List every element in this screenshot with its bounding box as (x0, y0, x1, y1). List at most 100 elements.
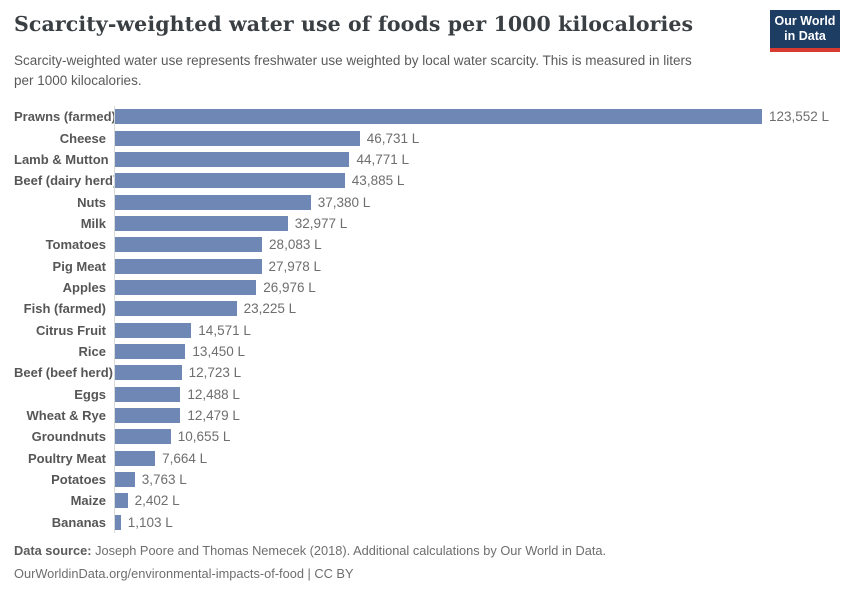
chart-row: Bananas 1,103 L (14, 511, 842, 533)
chart-row: Wheat & Rye 12,479 L (14, 404, 842, 427)
category-label: Poultry Meat (27, 450, 106, 466)
category-label: Beef (beef herd) (14, 365, 113, 381)
value-label: 1,103 L (127, 514, 173, 530)
bar-track: 46,731 L (114, 127, 842, 149)
chart-row: Fish (farmed) 23,225 L (14, 298, 842, 320)
bar (115, 194, 311, 210)
value-label: 13,450 L (192, 343, 245, 359)
chart-footer: Data source: Joseph Poore and Thomas Nem… (14, 543, 834, 581)
category-label: Pig Meat (52, 258, 106, 274)
chart-row: Eggs 12,488 L (14, 383, 842, 405)
bar (115, 365, 182, 381)
category-label: Cheese (59, 130, 106, 146)
bar (115, 215, 288, 231)
value-label: 12,488 L (187, 386, 240, 402)
bar-track: 12,723 L (114, 362, 842, 384)
page-title: Scarcity-weighted water use of foods per… (14, 12, 694, 36)
chart-subtitle: Scarcity-weighted water use represents f… (14, 53, 692, 89)
bar (115, 386, 181, 402)
bar (115, 514, 121, 530)
chart-row: Apples 26,976 L (14, 276, 842, 299)
data-source-line: Data source: Joseph Poore and Thomas Nem… (14, 543, 834, 558)
bar-track: 10,655 L (114, 426, 842, 448)
chart-row: Citrus Fruit 14,571 L (14, 319, 842, 341)
chart-row: Rice 13,450 L (14, 340, 842, 363)
bar-track: 7,664 L (114, 447, 842, 469)
owid-logo: Our World in Data (770, 10, 840, 52)
chart-row: Tomatoes 28,083 L (14, 234, 842, 256)
value-label: 26,976 L (263, 279, 316, 295)
category-label: Apples (62, 279, 106, 295)
bar-track: 1,103 L (114, 511, 842, 533)
bar (115, 237, 263, 253)
chart-row: Milk 32,977 L (14, 212, 842, 235)
value-label: 2,402 L (134, 493, 180, 509)
bar (115, 173, 345, 189)
bar (115, 322, 192, 338)
owid-logo-line1: Our World (774, 14, 836, 28)
category-label: Lamb & Mutton (14, 151, 109, 167)
value-label: 7,664 L (162, 450, 208, 466)
value-label: 3,763 L (141, 472, 187, 488)
bar (115, 472, 135, 488)
bar (115, 151, 350, 167)
chart-row: Maize 2,402 L (14, 490, 842, 512)
bar-track: 2,402 L (114, 490, 842, 512)
value-label: 32,977 L (294, 215, 348, 231)
category-label: Eggs (74, 386, 106, 402)
chart-row: Potatoes 3,763 L (14, 468, 842, 491)
bar (115, 450, 156, 466)
value-label: 23,225 L (243, 301, 297, 317)
bar (115, 407, 181, 423)
bar-chart: Prawns (farmed) 123,552 L Cheese 46,731 L La… (14, 106, 842, 533)
data-source-label: Data source: (14, 543, 92, 558)
category-label: Milk (80, 215, 106, 231)
category-label: Citrus Fruit (35, 322, 106, 338)
bar-track: 23,225 L (114, 298, 842, 320)
bar (115, 109, 762, 125)
category-label: Prawns (farmed) (14, 109, 116, 125)
category-label: Bananas (51, 514, 106, 530)
bar-track: 43,885 L (114, 170, 842, 192)
chart-row: Beef (dairy herd) 43,885 L (14, 170, 842, 192)
category-label: Maize (70, 493, 106, 509)
bar (115, 343, 186, 359)
bar (115, 258, 262, 274)
bar (115, 493, 128, 509)
bar-track: 12,479 L (114, 404, 842, 427)
value-label: 37,380 L (317, 194, 371, 210)
bar-track: 123,552 L (114, 106, 842, 128)
value-label: 12,723 L (188, 365, 242, 381)
bar-track: 3,763 L (114, 468, 842, 491)
bar-track: 44,771 L (114, 148, 842, 171)
bar-track: 12,488 L (114, 383, 842, 405)
value-label: 12,479 L (187, 407, 240, 423)
chart-row: Beef (beef herd) 12,723 L (14, 362, 842, 384)
bar-track: 37,380 L (114, 191, 842, 213)
value-label: 10,655 L (177, 429, 231, 445)
category-label: Wheat & Rye (26, 407, 106, 423)
category-label: Nuts (77, 194, 106, 210)
chart-row: Pig Meat 27,978 L (14, 255, 842, 277)
bar-track: 28,083 L (114, 234, 842, 256)
bar (115, 301, 237, 317)
bar (115, 279, 257, 295)
value-label: 14,571 L (198, 322, 251, 338)
value-label: 46,731 L (366, 130, 420, 146)
bar-track: 27,978 L (114, 255, 842, 277)
category-label: Potatoes (51, 472, 106, 488)
category-label: Rice (78, 343, 106, 359)
data-source-text: Joseph Poore and Thomas Nemecek (2018). … (91, 543, 607, 558)
bar (115, 429, 171, 445)
bar-track: 13,450 L (114, 340, 842, 363)
value-label: 123,552 L (769, 109, 830, 125)
category-label: Fish (farmed) (23, 301, 106, 317)
chart-row: Groundnuts 10,655 L (14, 426, 842, 448)
bar (115, 130, 360, 146)
chart-row: Cheese 46,731 L (14, 127, 842, 149)
owid-logo-line2: in Data (784, 29, 826, 43)
category-label: Tomatoes (45, 237, 106, 253)
license-line: OurWorldinData.org/environmental-impacts… (14, 566, 354, 581)
category-label: Beef (dairy herd) (14, 173, 118, 189)
